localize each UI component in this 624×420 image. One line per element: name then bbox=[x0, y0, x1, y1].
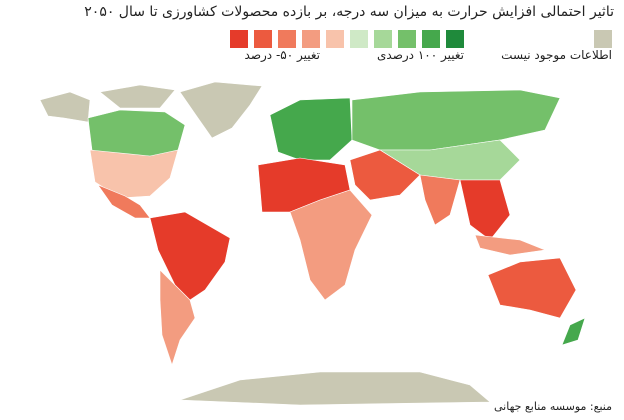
no-data-swatch bbox=[594, 30, 612, 48]
legend-swatch bbox=[278, 30, 296, 48]
legend-swatch bbox=[350, 30, 368, 48]
antarctica bbox=[179, 371, 491, 406]
title: تاثیر احتمالی افزایش حرارت به میزان سه د… bbox=[84, 4, 614, 20]
legend-swatch bbox=[398, 30, 416, 48]
legend-swatch bbox=[446, 30, 464, 48]
greenland bbox=[179, 81, 263, 139]
usa bbox=[89, 149, 179, 199]
arctic-islands bbox=[99, 84, 176, 109]
argentina bbox=[159, 269, 196, 366]
legend-low-label: تغییر ۵۰- درصد bbox=[244, 48, 320, 62]
brazil bbox=[149, 211, 231, 301]
sub-saharan-africa bbox=[289, 189, 373, 301]
middle-east bbox=[349, 149, 421, 201]
new-zealand bbox=[561, 317, 586, 346]
southeast-asia bbox=[459, 179, 511, 241]
legend-swatch bbox=[302, 30, 320, 48]
legend-swatch bbox=[230, 30, 248, 48]
alaska bbox=[39, 91, 91, 123]
legend-swatch bbox=[374, 30, 392, 48]
india bbox=[419, 174, 461, 226]
legend-swatch bbox=[254, 30, 272, 48]
europe bbox=[269, 97, 353, 161]
australia bbox=[487, 257, 577, 319]
russia bbox=[351, 89, 561, 151]
map-shapes bbox=[39, 81, 586, 406]
legend-swatch bbox=[326, 30, 344, 48]
legend-swatch bbox=[422, 30, 440, 48]
indonesia bbox=[474, 234, 547, 256]
canada bbox=[87, 109, 186, 159]
source: منبع: موسسه منابع جهانی bbox=[493, 400, 612, 413]
no-data-label: اطلاعات موجود نیست bbox=[501, 48, 612, 62]
legend-high-label: تغییر ۱۰۰ درصدی bbox=[377, 48, 464, 62]
legend bbox=[230, 30, 612, 48]
